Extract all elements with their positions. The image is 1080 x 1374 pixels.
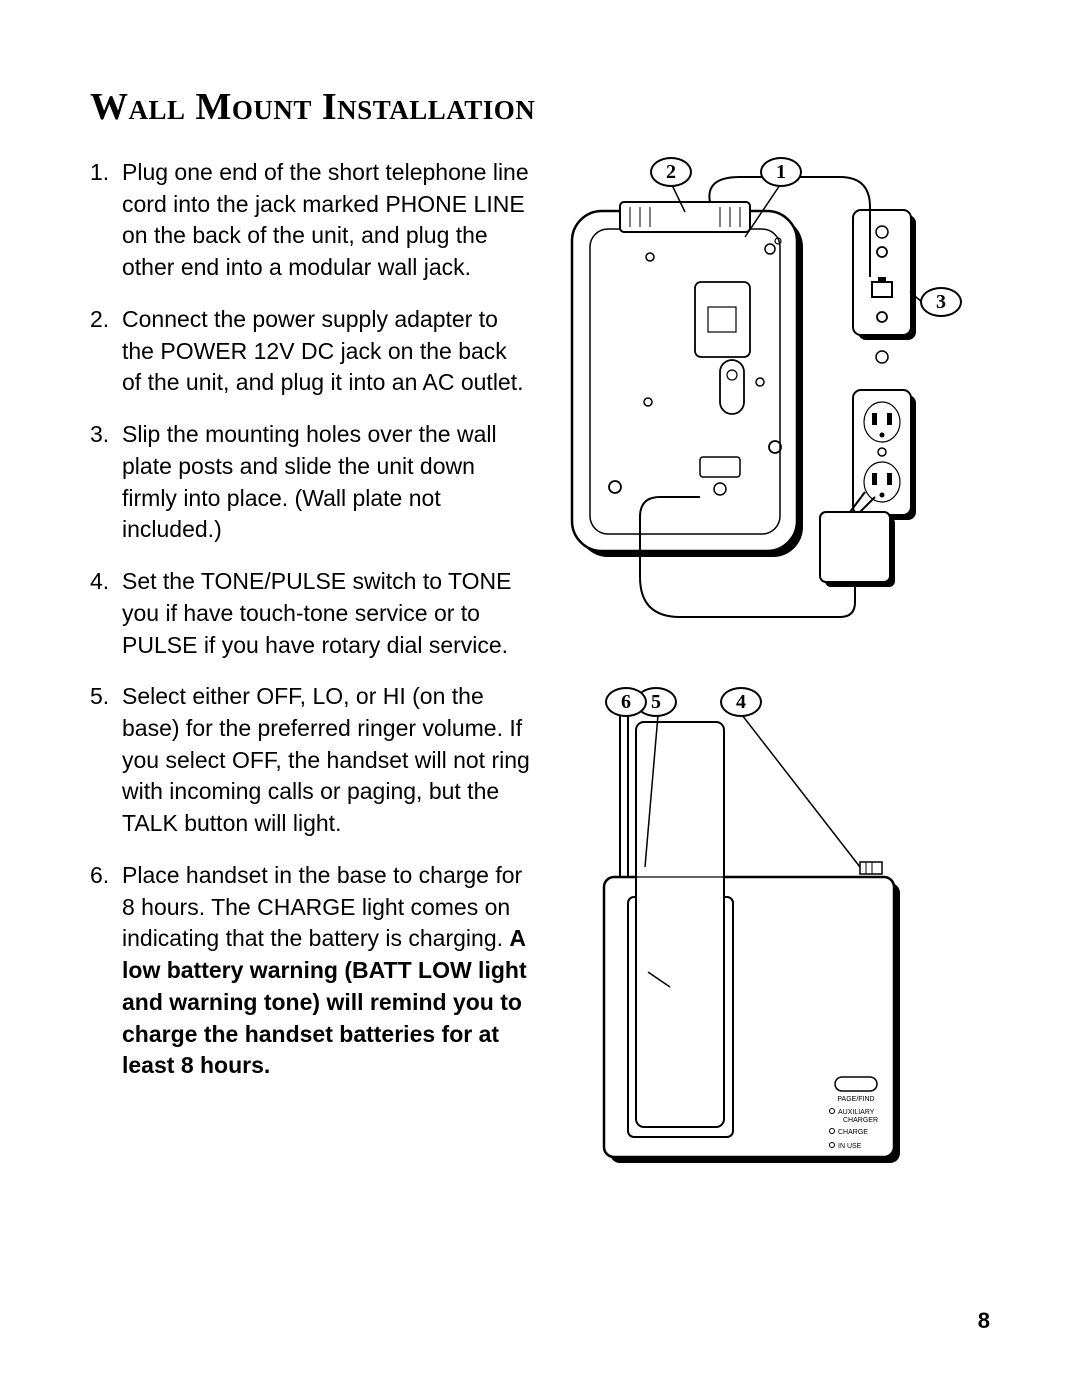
step-2: Connect the power supply adapter to the … [90,304,530,399]
step-4: Set the TONE/PULSE switch to TONE you if… [90,566,530,661]
diagram-bottom: 5 4 6 [560,687,990,1187]
instructions-column: Plug one end of the short telephone line… [90,157,530,1227]
label-charger: CHARGER [843,1117,878,1124]
step-3: Slip the mounting holes over the wall pl… [90,419,530,546]
content-row: Plug one end of the short telephone line… [90,157,990,1227]
label-pagefind: PAGE/FIND [837,1096,874,1103]
wall-mount-diagram [560,157,980,647]
page-number: 8 [978,1308,990,1334]
callout-4: 4 [720,687,762,717]
label-inuse: IN USE [838,1143,862,1150]
step-1: Plug one end of the short telephone line… [90,157,530,284]
label-aux: AUXILIARY [838,1109,875,1116]
callout-2: 2 [650,157,692,187]
handset-base-diagram: PAGE/FIND AUXILIARY CHARGER CHARGE IN US… [560,687,960,1187]
diagram-top: 2 1 3 [560,157,990,647]
callout-1: 1 [760,157,802,187]
steps-list: Plug one end of the short telephone line… [90,157,530,1082]
step-5: Select either OFF, LO, or HI (on the bas… [90,681,530,840]
page-title: Wall Mount Installation [90,85,990,129]
callout-6: 6 [605,687,647,717]
callout-3: 3 [920,287,962,317]
label-charge: CHARGE [838,1129,868,1136]
diagram-column: 2 1 3 [560,157,990,1227]
step-6: Place handset in the base to charge for … [90,860,530,1082]
